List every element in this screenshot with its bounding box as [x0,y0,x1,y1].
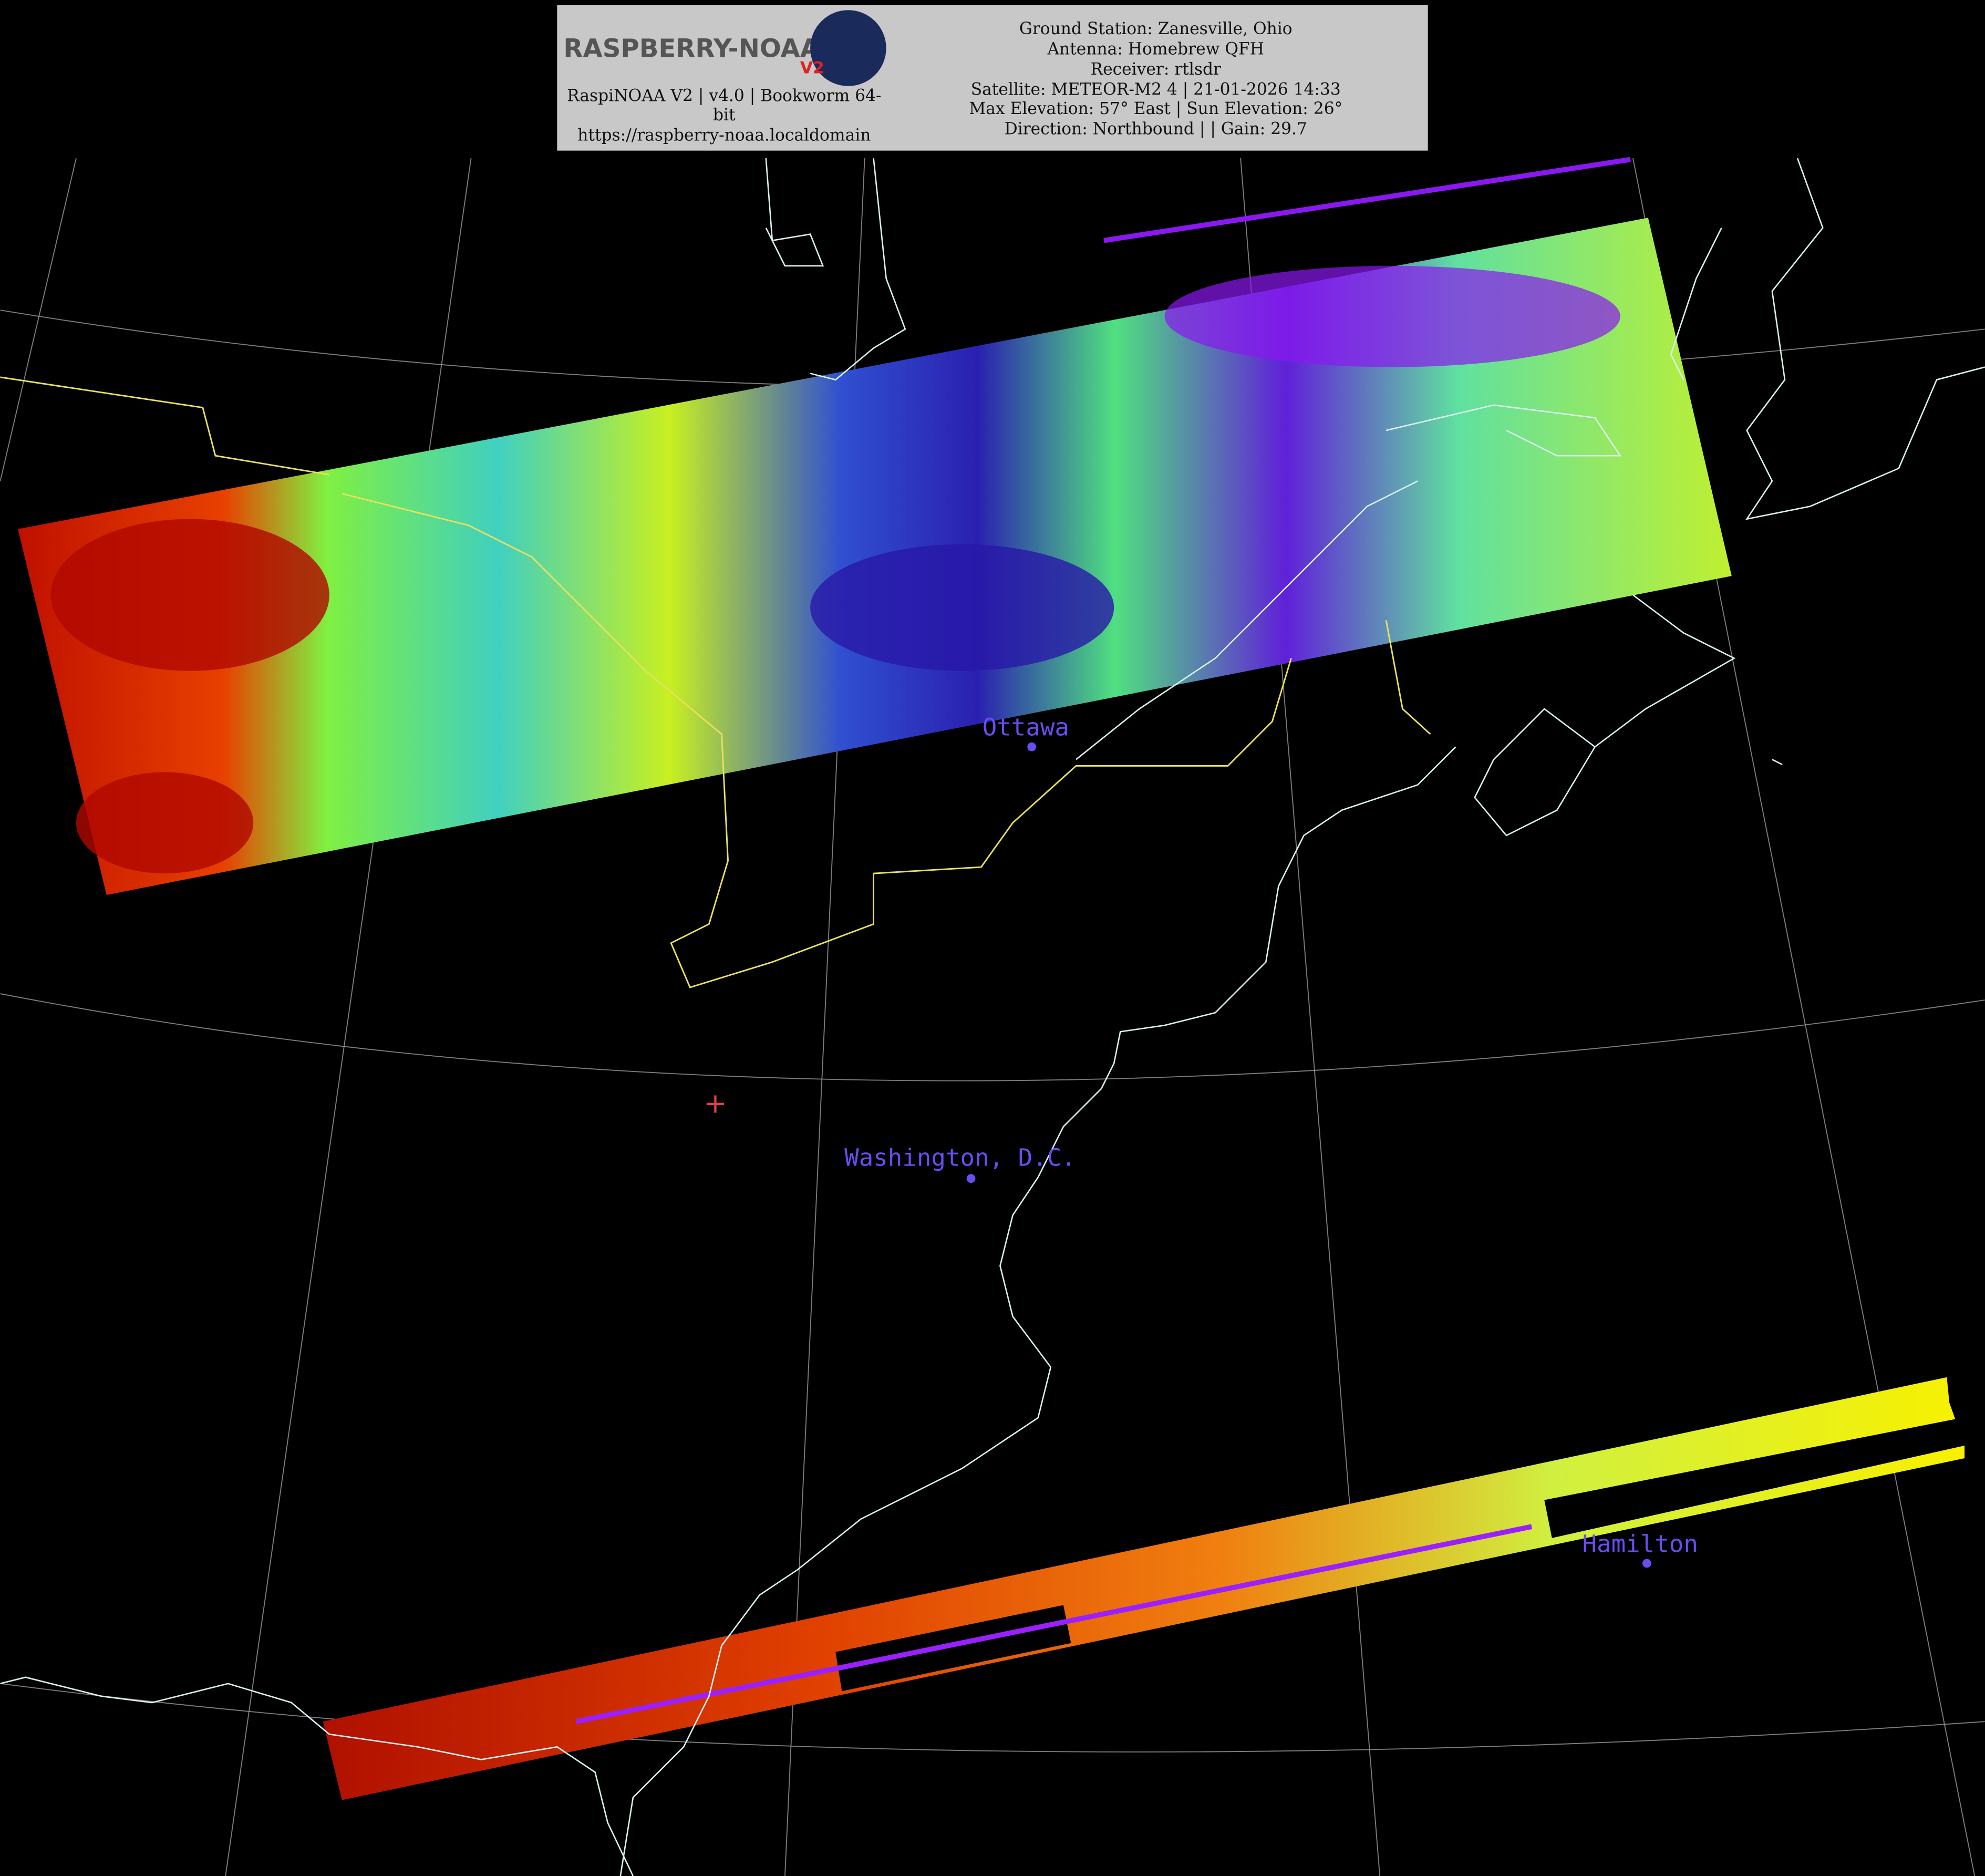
meridian [225,158,472,1876]
pass-line: Direction: Northbound | | Gain: 29.7 [1005,119,1307,138]
city-label: Washington, D.C. [844,1144,1076,1172]
pass-line: Receiver: rtlsdr [1091,60,1221,79]
coastline [765,158,906,381]
data-gap [1544,1417,1965,1538]
coastline [1386,404,1622,457]
logo-text: RASPBERRY-NOAA [563,34,820,63]
city-dot [1027,742,1037,751]
logo-icon [810,10,886,86]
header: RASPBERRY-NOAA V2 RaspiNOAA V2 | v4.0 | … [557,5,1428,151]
pass-line: Antenna: Homebrew QFH [1047,40,1264,59]
markers: + Ottawa Washington, D.C. Hamilton [704,714,1698,1568]
coastline [1670,158,1985,520]
swath-fragment [1103,157,1631,243]
city-label: Hamilton [1583,1530,1698,1558]
cloud-band [1164,265,1620,367]
city-label: Ottawa [983,714,1069,741]
info-line: https://raspberry-noaa.localdomain [577,126,871,145]
coastline [1474,594,1783,837]
borders [0,376,1431,988]
pass-line: Max Elevation: 57° East | Sun Elevation:… [969,99,1342,118]
parallel [0,1683,1985,1753]
header-box [557,5,1428,151]
info-line: RaspiNOAA V2 | v4.0 | Bookworm 64- [567,87,881,106]
pass-line: Satellite: METEOR-M2 4 | 21-01-2026 14:3… [971,80,1341,99]
info-line: bit [713,106,736,125]
cloud-band [810,544,1114,671]
cloud-band [76,772,254,874]
pass-line: Ground Station: Zanesville, Ohio [1019,19,1293,38]
cloud-band [50,519,329,671]
swath-south [323,1377,1965,1800]
meridian [0,158,77,481]
logo-badge: V2 [800,59,824,78]
city-dot [966,1174,976,1183]
coastline [619,480,1456,1876]
city-dot [1642,1559,1651,1568]
data-gap [835,1605,1071,1692]
border [0,376,1431,988]
swaths [18,157,1965,1800]
parallel [0,993,1985,1081]
coastlines [0,158,1985,1876]
swath-fragment [575,1524,1533,1724]
coastline [0,1676,634,1876]
station-marker: + [704,1087,727,1119]
